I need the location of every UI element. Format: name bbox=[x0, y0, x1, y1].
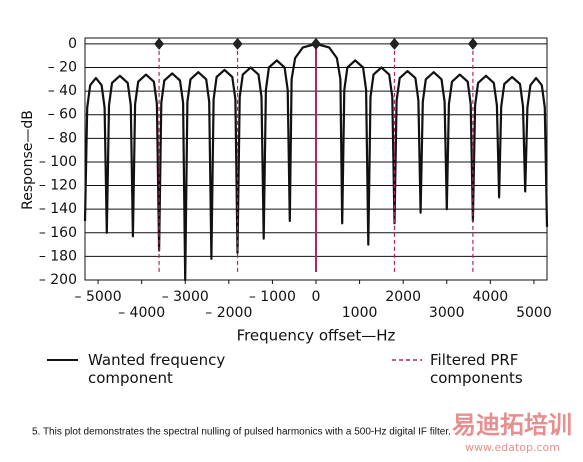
prf-marker bbox=[154, 37, 165, 50]
y-tick-label: – 100 bbox=[39, 154, 77, 170]
y-tick-label: – 180 bbox=[39, 248, 77, 264]
x-tick-label: – 5000 bbox=[75, 289, 122, 305]
y-tick-label: 0 bbox=[68, 36, 77, 52]
y-tick-label: – 120 bbox=[39, 178, 77, 194]
x-tick-label: 3000 bbox=[429, 305, 465, 321]
caption: 5. This plot demonstrates the spectral n… bbox=[32, 427, 451, 438]
prf-marker bbox=[311, 37, 321, 50]
x-tick-label: 4000 bbox=[473, 289, 509, 305]
watermark: www.edatop.com bbox=[465, 441, 560, 454]
x-tick-label: 5000 bbox=[516, 305, 552, 321]
legend-label: Wanted frequency component bbox=[88, 351, 226, 387]
prf-marker bbox=[389, 37, 400, 50]
x-tick-label: – 4000 bbox=[118, 305, 165, 321]
x-tick-label: – 1000 bbox=[249, 289, 296, 305]
x-axis-label: Frequency offset—Hz bbox=[237, 327, 396, 345]
y-tick-label: – 80 bbox=[48, 130, 77, 146]
y-tick-label: – 40 bbox=[48, 83, 77, 99]
y-tick-label: – 200 bbox=[39, 272, 77, 288]
y-tick-label: – 140 bbox=[39, 201, 77, 217]
y-tick-label: – 60 bbox=[48, 107, 77, 123]
y-axis-label: Response—dB bbox=[20, 110, 36, 210]
x-tick-label: 0 bbox=[312, 289, 321, 305]
prf-marker bbox=[232, 37, 243, 50]
y-tick-label: – 160 bbox=[39, 225, 77, 241]
watermark: 易迪拓培训 bbox=[452, 411, 572, 439]
x-tick-label: 2000 bbox=[385, 289, 421, 305]
prf-marker bbox=[467, 37, 478, 50]
legend-label: Filtered PRF components bbox=[430, 351, 523, 387]
y-tick-label: – 20 bbox=[48, 60, 77, 76]
x-tick-label: 1000 bbox=[342, 305, 378, 321]
x-tick-label: – 2000 bbox=[205, 305, 252, 321]
x-tick-label: – 3000 bbox=[162, 289, 209, 305]
